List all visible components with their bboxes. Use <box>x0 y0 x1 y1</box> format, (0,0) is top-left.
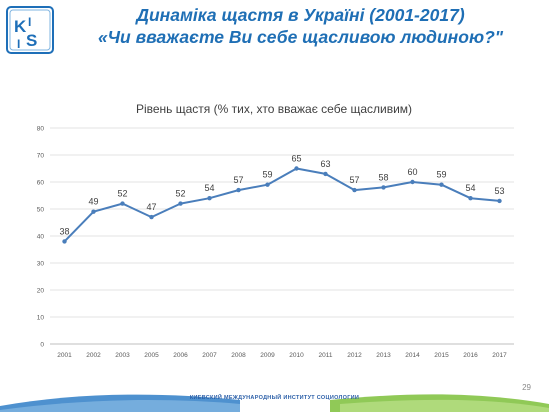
footer: КИЕВСКИЙ МЕЖДУНАРОДНЫЙ ИНСТИТУТ СОЦИОЛОГ… <box>0 386 549 412</box>
x-tick-label: 2014 <box>405 352 420 359</box>
slide-title: Динаміка щастя в Україні (2001-2017) «Чи… <box>60 4 541 48</box>
data-point <box>410 179 415 185</box>
data-label: 52 <box>175 189 185 199</box>
data-point <box>149 214 154 220</box>
y-tick-label: 80 <box>37 126 45 133</box>
x-tick-label: 2002 <box>86 352 101 359</box>
data-label: 60 <box>407 167 417 177</box>
data-point <box>62 239 67 244</box>
data-point <box>439 182 444 187</box>
data-label: 59 <box>262 170 272 180</box>
data-point <box>497 198 502 204</box>
x-tick-label: 2010 <box>289 352 304 359</box>
data-label: 53 <box>494 186 504 196</box>
slide-title-line1: Динаміка щастя в Україні (2001-2017) <box>136 5 465 25</box>
kiis-logo-icon: K I I S <box>6 6 54 54</box>
data-point <box>207 196 212 201</box>
y-tick-label: 30 <box>37 261 45 268</box>
data-label: 58 <box>378 172 388 182</box>
data-point <box>323 171 328 177</box>
data-point <box>91 209 96 214</box>
x-tick-label: 2005 <box>144 352 159 359</box>
footer-swoosh-icon <box>0 394 549 412</box>
data-label: 65 <box>291 154 301 164</box>
x-tick-label: 2017 <box>492 352 507 359</box>
data-label: 59 <box>436 170 446 180</box>
x-tick-label: 2013 <box>376 352 391 359</box>
x-tick-label: 2007 <box>202 352 217 359</box>
page-number: 29 <box>522 383 531 392</box>
y-tick-label: 70 <box>37 153 45 160</box>
line-chart: 0 10 20 30 40 50 60 70 80 2001 2002 2003 2005 2006 200… <box>37 126 514 359</box>
x-tick-label: 2003 <box>115 352 130 359</box>
data-label: 63 <box>320 159 330 169</box>
data-label: 52 <box>117 189 127 199</box>
svg-text:I: I <box>17 37 20 51</box>
x-tick-label: 2006 <box>173 352 188 359</box>
data-label: 54 <box>204 183 214 193</box>
data-point <box>236 187 241 193</box>
footer-institute-name: КИЕВСКИЙ МЕЖДУНАРОДНЫЙ ИНСТИТУТ СОЦИОЛОГ… <box>189 395 360 401</box>
data-point <box>381 185 386 190</box>
x-tick-label: 2009 <box>260 352 275 359</box>
data-point <box>120 201 125 206</box>
svg-text:I: I <box>28 15 31 29</box>
x-tick-label: 2015 <box>434 352 449 359</box>
data-label: 49 <box>88 197 98 207</box>
data-point <box>178 201 183 206</box>
y-tick-label: 40 <box>37 234 45 241</box>
data-point <box>294 166 299 171</box>
data-label: 47 <box>146 202 156 212</box>
chart-container: Рівень щастя (% тих, хто вважає себе щас… <box>18 92 530 364</box>
x-tick-label: 2016 <box>463 352 478 359</box>
chart-title: Рівень щастя (% тих, хто вважає себе щас… <box>135 102 413 116</box>
x-tick-label: 2001 <box>57 352 72 359</box>
svg-text:S: S <box>26 31 37 50</box>
y-tick-label: 60 <box>37 180 45 187</box>
svg-text:K: K <box>14 17 27 36</box>
y-tick-label: 50 <box>37 207 45 214</box>
data-label: 57 <box>233 175 243 185</box>
data-label: 38 <box>59 226 69 236</box>
y-tick-label: 20 <box>37 288 45 295</box>
series-line <box>63 167 500 243</box>
y-tick-label: 0 <box>40 342 44 349</box>
slide-title-line2: «Чи вважаєте Ви себе щасливою людиною?" <box>97 27 504 47</box>
data-point <box>352 187 357 193</box>
y-tick-label: 10 <box>37 315 45 322</box>
data-label: 54 <box>465 183 475 193</box>
data-point <box>265 182 270 187</box>
x-tick-label: 2008 <box>231 352 246 359</box>
x-tick-label: 2011 <box>319 352 333 359</box>
data-label: 57 <box>349 175 359 185</box>
x-tick-label: 2012 <box>347 352 362 359</box>
data-point <box>468 196 473 201</box>
